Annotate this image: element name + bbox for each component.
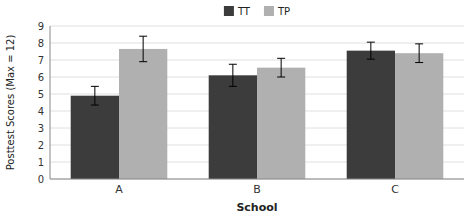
error-line — [94, 86, 95, 105]
y-tick-label: 3 — [38, 123, 44, 134]
legend-item: TT — [224, 6, 251, 17]
bar — [347, 51, 395, 179]
grid-line — [50, 179, 464, 180]
chart: 0 1 2 3 4 5 6 7 8 9 A B C School Posttest Scores (Max … — [0, 0, 474, 219]
error-line — [281, 58, 282, 77]
error-cap — [139, 36, 147, 37]
error-line — [143, 36, 144, 62]
error-bar — [91, 86, 99, 105]
error-bar — [415, 44, 423, 63]
grid-line — [50, 26, 464, 27]
legend-swatch — [264, 6, 274, 16]
error-bar — [277, 58, 285, 77]
error-cap — [277, 58, 285, 59]
error-cap — [277, 77, 285, 78]
bar — [71, 96, 119, 179]
y-tick-label: 9 — [38, 21, 44, 32]
y-axis — [50, 26, 51, 179]
bar — [395, 53, 443, 179]
error-cap — [229, 86, 237, 87]
bar — [119, 49, 167, 179]
x-axis — [50, 179, 464, 180]
x-axis-label: School — [236, 201, 277, 214]
error-bar — [139, 36, 147, 62]
error-line — [419, 44, 420, 63]
y-tick-label: 0 — [38, 174, 44, 185]
bar — [257, 68, 305, 179]
legend-label: TT — [237, 6, 251, 17]
x-tick-label: C — [391, 183, 399, 196]
error-cap — [415, 43, 423, 44]
error-bar — [367, 42, 375, 59]
legend-swatch — [224, 6, 234, 16]
y-tick-label: 5 — [38, 89, 44, 100]
y-tick-label: 4 — [38, 106, 44, 117]
error-cap — [139, 61, 147, 62]
legend-item: TP — [264, 6, 290, 17]
y-tick-label: 1 — [38, 157, 44, 168]
x-tick-label: B — [253, 183, 261, 196]
y-tick-label: 6 — [38, 72, 44, 83]
y-axis-label: Posttest Scores (Max = 12) — [5, 35, 16, 171]
y-tick-label: 2 — [38, 140, 44, 151]
error-cap — [367, 59, 375, 60]
x-tick-label: A — [115, 183, 123, 196]
bars — [71, 36, 444, 179]
bar — [209, 75, 257, 179]
error-cap — [229, 64, 237, 65]
error-cap — [91, 86, 99, 87]
grid-line — [50, 43, 464, 44]
error-bar — [229, 64, 237, 86]
y-tick-label: 8 — [38, 38, 44, 49]
error-cap — [91, 105, 99, 106]
error-cap — [367, 42, 375, 43]
error-line — [370, 42, 371, 59]
legend: TT TP — [224, 6, 290, 17]
legend-label: TP — [277, 6, 290, 17]
y-tick-label: 7 — [38, 55, 44, 66]
error-cap — [415, 62, 423, 63]
error-line — [232, 64, 233, 86]
